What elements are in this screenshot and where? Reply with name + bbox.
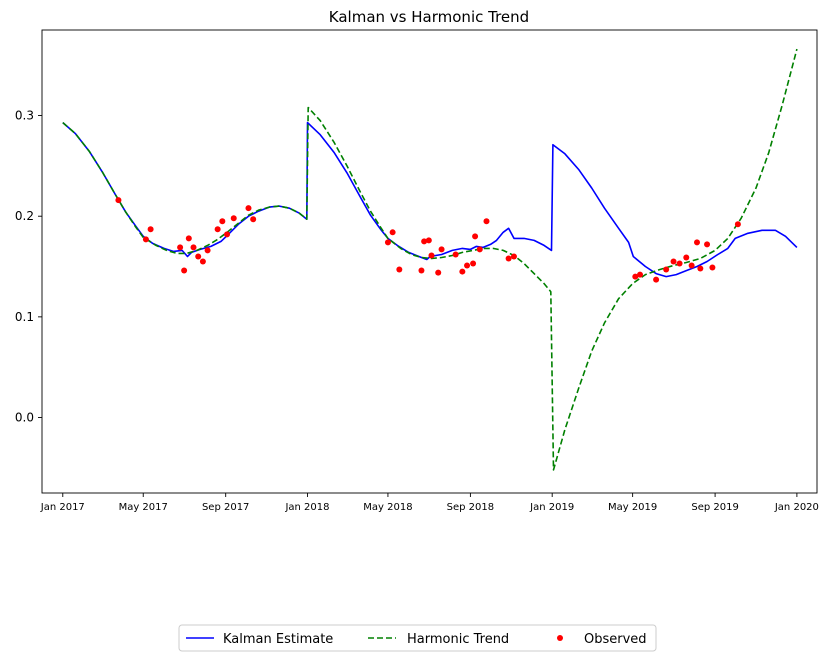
x-tick-label: Sep 2018 (447, 502, 494, 513)
observed-point (637, 271, 644, 278)
observed-point (632, 273, 639, 280)
observed-point (147, 226, 154, 233)
observed-point (670, 258, 677, 265)
observed-point (688, 262, 695, 269)
observed-point (185, 235, 192, 242)
x-tick-label: May 2018 (363, 502, 412, 513)
x-tick-label: Sep 2019 (691, 502, 738, 513)
x-tick-label: May 2019 (608, 502, 657, 513)
axes-layer: 0.0 0.1 0.2 0.3 Jan 2017 May 2017 Sep 2017 Jan … (15, 109, 819, 513)
y-tick-label: 0.1 (15, 310, 34, 324)
observed-point (435, 269, 442, 276)
observed-point (683, 254, 690, 261)
observed-point (452, 251, 459, 258)
x-tick-label: Jan 2019 (529, 502, 574, 513)
observed-point (472, 233, 479, 240)
legend: Kalman Estimate Harmonic Trend Observed (178, 624, 657, 652)
axes-frame (41, 29, 818, 494)
x-tick-label: Jan 2018 (284, 502, 329, 513)
legend-label: Kalman Estimate (223, 632, 333, 647)
harmonic-trend-line (62, 48, 798, 471)
observed-point (177, 244, 184, 251)
kalman-estimate-line (62, 121, 798, 278)
legend-marker-observed (557, 635, 563, 641)
observed-point (224, 231, 231, 238)
observed-point (142, 236, 149, 243)
observed-point (418, 267, 425, 274)
y-tick-label: 0.2 (15, 209, 34, 223)
observed-point (199, 258, 206, 265)
observed-point (190, 244, 197, 251)
observed-point (653, 276, 660, 283)
x-tick-label: Sep 2017 (202, 502, 249, 513)
observed-point (245, 205, 252, 212)
observed-point (396, 266, 403, 273)
observed-point (428, 252, 435, 259)
observed-point (389, 229, 396, 236)
observed-point (214, 226, 221, 233)
observed-point (219, 218, 226, 225)
chart-title: Kalman vs Harmonic Trend (329, 8, 529, 26)
x-tick-label: May 2017 (119, 502, 168, 513)
y-tick-label: 0.0 (15, 411, 34, 425)
observed-point (704, 241, 711, 248)
observed-point (250, 216, 257, 223)
observed-point (384, 239, 391, 246)
series-layer (62, 48, 798, 471)
observed-point (676, 260, 683, 267)
observed-point (421, 238, 428, 245)
observed-point (709, 264, 716, 271)
plot-area (42, 30, 817, 493)
observed-point (115, 197, 122, 204)
x-tick-label: Jan 2020 (774, 502, 819, 513)
observed-point (459, 268, 466, 275)
observed-point (181, 267, 188, 274)
legend-box (178, 624, 657, 652)
observed-point (734, 221, 741, 228)
observed-point (663, 266, 670, 273)
observed-point (470, 260, 477, 267)
observed-point (693, 239, 700, 246)
observed-point (204, 247, 211, 254)
y-tick-label: 0.3 (15, 109, 34, 123)
observed-point (505, 255, 512, 262)
observed-point (483, 218, 490, 225)
observed-point (230, 215, 237, 222)
observed-point (464, 262, 471, 269)
observed-point (697, 265, 704, 272)
observed-point (476, 246, 483, 253)
legend-label: Observed (584, 632, 647, 647)
observed-point (510, 253, 517, 260)
x-tick-label: Jan 2017 (40, 502, 85, 513)
observed-point (438, 246, 445, 253)
legend-label: Harmonic Trend (407, 632, 509, 647)
observed-point (425, 237, 432, 244)
observed-point (195, 253, 202, 260)
